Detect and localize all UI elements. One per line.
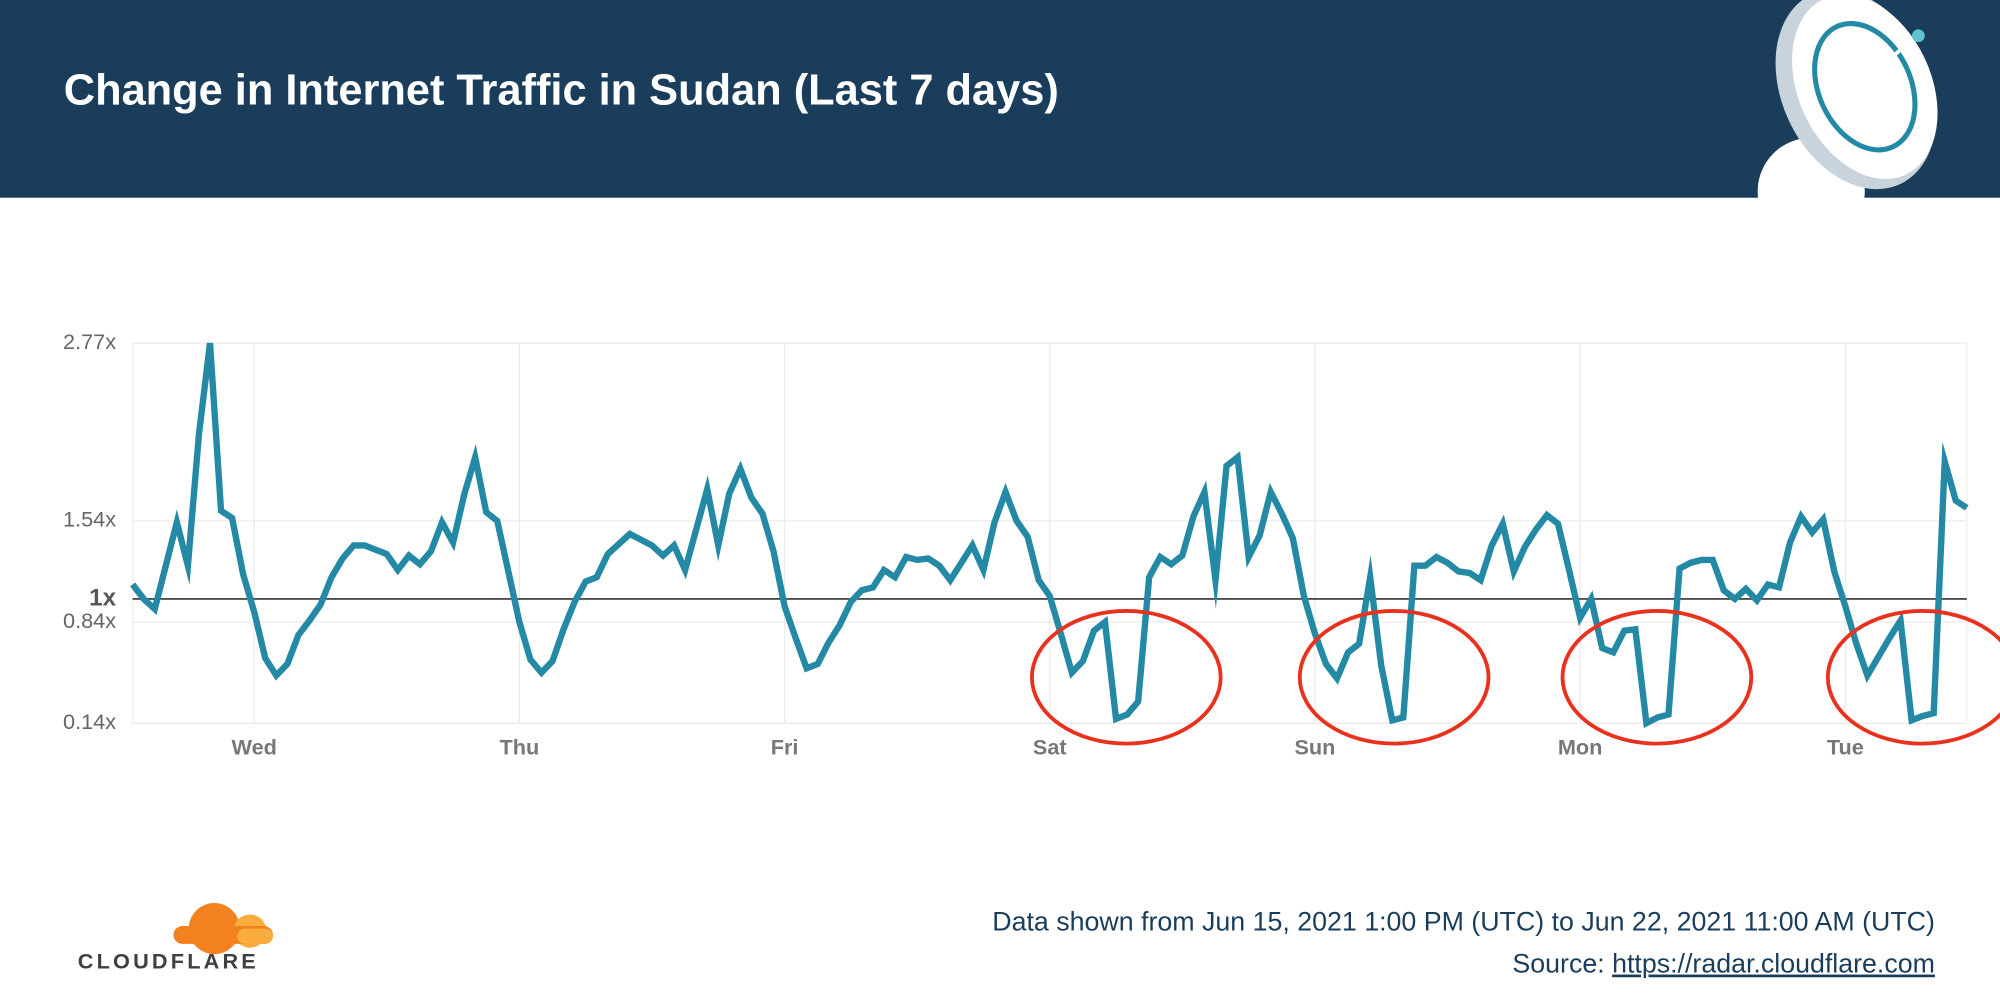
source-label: Source: (1512, 949, 1604, 979)
satellite-icon (1757, 0, 1938, 245)
logo-text: CLOUDFLARE (78, 949, 259, 974)
source-note: Source: https://radar.cloudflare.com (1512, 949, 1935, 979)
x-tick-label: Fri (771, 734, 799, 759)
x-tick-label: Thu (500, 734, 540, 759)
x-tick-label: Mon (1558, 734, 1603, 759)
x-tick-label: Tue (1827, 734, 1864, 759)
y-tick-label: 2.77x (63, 329, 116, 354)
source-link[interactable]: https://radar.cloudflare.com (1612, 949, 1935, 979)
chart-title: Change in Internet Traffic in Sudan (Las… (64, 67, 1059, 115)
y-tick-label: 0.84x (63, 608, 116, 633)
x-tick-label: Wed (232, 734, 277, 759)
date-range-note: Data shown from Jun 15, 2021 1:00 PM (UT… (992, 907, 1935, 937)
traffic-line (130, 342, 1969, 729)
x-tick-label: Sat (1033, 734, 1067, 759)
header (0, 0, 2000, 198)
plot: 0.14x 0.84x 1.54x 2.77x Wed Thu Fri Sat Sun Mon Tu… (63, 329, 1969, 759)
y-tick-label: 1.54x (63, 507, 116, 532)
annotation-circles (1029, 609, 2000, 746)
x-tick-label: Sun (1294, 734, 1335, 759)
cloudflare-logo: CLOUDFLARE (78, 903, 273, 974)
baseline-label: 1x (89, 584, 116, 611)
y-tick-label: 0.14x (63, 709, 116, 734)
